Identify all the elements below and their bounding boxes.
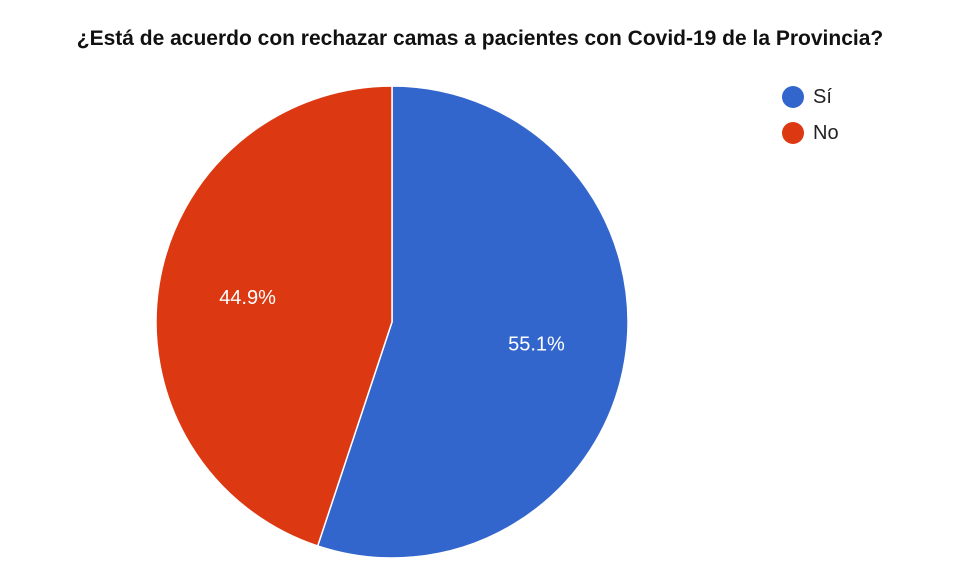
legend-swatch-si: [782, 86, 804, 108]
legend-item-si[interactable]: Sí: [782, 84, 839, 110]
slice-label-no: 44.9%: [219, 287, 276, 309]
legend-label-no: No: [813, 121, 839, 144]
slice-label-si: 55.1%: [508, 334, 565, 356]
pie-slice-no[interactable]: [155, 85, 393, 547]
legend: Sí No: [782, 84, 839, 156]
legend-item-no[interactable]: No: [782, 120, 839, 146]
legend-swatch-no: [782, 122, 804, 144]
legend-label-si: Sí: [813, 85, 832, 108]
pie-slice-si[interactable]: [316, 85, 629, 559]
chart-title: ¿Está de acuerdo con rechazar camas a pa…: [76, 27, 884, 50]
